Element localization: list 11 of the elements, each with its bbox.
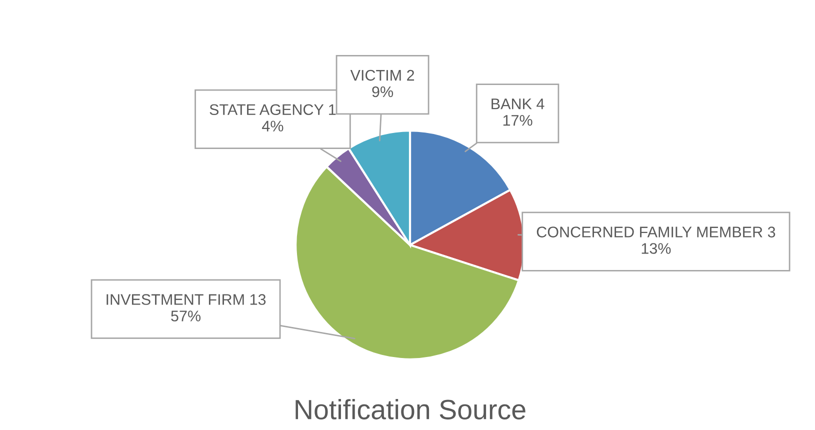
data-label: 17% [503, 115, 532, 126]
data-label: 9% [372, 86, 394, 98]
slice-label: BANK 4 [492, 98, 544, 110]
data-label: 57% [171, 310, 201, 322]
slice-label: STATE AGENCY 1 [210, 104, 336, 116]
slice-label: VICTIM 2 [350, 70, 414, 81]
data-label: 4% [262, 120, 284, 132]
data-label: 13% [642, 243, 671, 254]
text: Notification Source [296, 399, 526, 420]
slice-label: CONCERNED FAMILY MEMBER 3 [536, 226, 776, 238]
slice-label: INVESTMENT FIRM 13 [106, 294, 266, 305]
